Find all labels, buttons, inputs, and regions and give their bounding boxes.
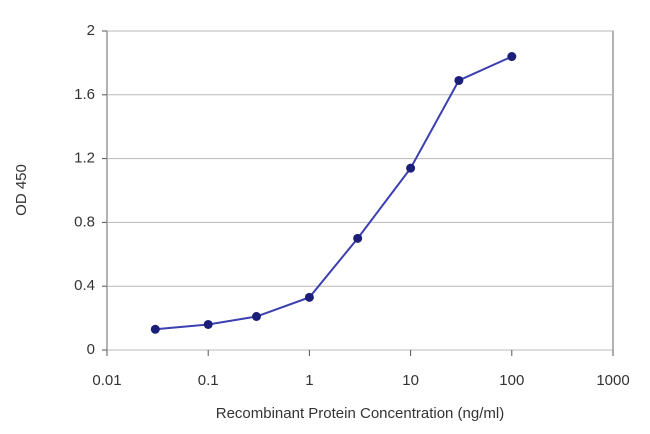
x-tick-label: 1 xyxy=(305,372,313,389)
y-tick-label: 0 xyxy=(87,341,95,358)
y-tick-label: 1.6 xyxy=(74,86,95,103)
data-point xyxy=(507,52,517,62)
x-axis-label: Recombinant Protein Concentration (ng/ml… xyxy=(216,405,504,422)
y-tick-label: 1.2 xyxy=(74,150,95,167)
data-point xyxy=(150,324,160,334)
y-tick-label: 0.8 xyxy=(74,213,95,230)
data-line xyxy=(155,55,513,331)
data-point xyxy=(203,319,213,329)
x-tick-label: 1000 xyxy=(596,372,629,389)
y-tick-label: 2 xyxy=(87,22,95,39)
data-point xyxy=(353,233,363,243)
data-point xyxy=(304,292,314,302)
x-tick-label: 100 xyxy=(499,372,524,389)
data-point xyxy=(251,312,261,322)
data-point xyxy=(454,75,464,85)
x-tick-label: 0.1 xyxy=(198,372,219,389)
data-point xyxy=(406,163,416,173)
plot-frame xyxy=(106,30,614,351)
x-tick-label: 10 xyxy=(402,372,419,389)
y-tick-label: 0.4 xyxy=(74,277,95,294)
x-tick-label: 0.01 xyxy=(92,372,121,389)
y-axis-label: OD 450 xyxy=(13,164,30,216)
